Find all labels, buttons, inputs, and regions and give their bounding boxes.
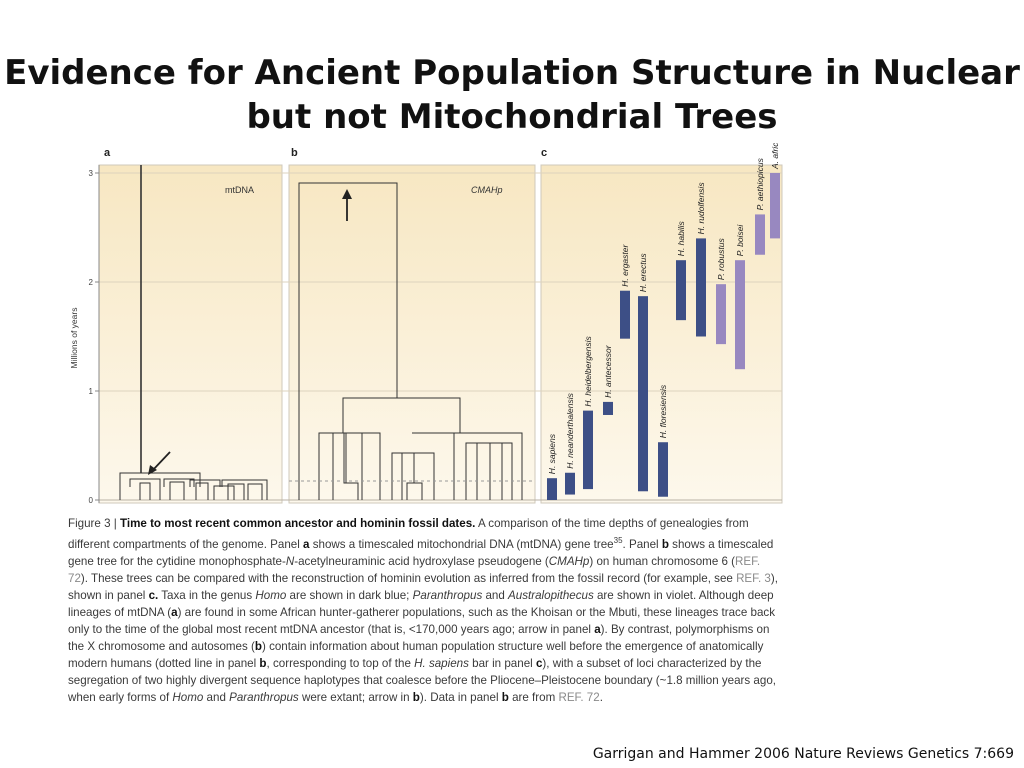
taxon-label: P. boisei xyxy=(735,224,745,257)
fossil-bars: H. sapiens H. neanderthalensis H. heidelbe… xyxy=(547,143,780,500)
y-axis-label: Millions of years xyxy=(69,308,79,369)
bar-p-boisei xyxy=(735,260,745,370)
panel-a-tree-label: mtDNA xyxy=(225,185,254,195)
taxon-label: H. neanderthalensis xyxy=(565,392,575,468)
taxon-label: H. habilis xyxy=(676,220,686,256)
bar-h-neanderthalensis xyxy=(565,472,575,495)
cmahp-tree xyxy=(298,182,523,500)
bar-p-robustus xyxy=(716,284,726,345)
panel-b-tree-label: CMAHp xyxy=(471,185,503,195)
bar-h-antecessor xyxy=(603,401,613,415)
taxon-label: H. sapiens xyxy=(547,433,557,474)
y-tick-3: 3 xyxy=(89,169,94,178)
panel-c-frame xyxy=(540,164,783,504)
bar-h-sapiens xyxy=(547,478,557,500)
figure-caption: Figure 3 | Time to most recent common an… xyxy=(68,515,780,706)
y-tick-labels: 3 2 1 0 xyxy=(89,169,94,505)
figure-3: a b c 3 2 1 0 Millions of years mtDNA CM… xyxy=(62,143,787,743)
taxon-label: H. antecessor xyxy=(603,344,613,398)
taxon-label: H. heidelbergensis xyxy=(583,335,593,406)
y-tick-0: 0 xyxy=(89,496,94,505)
slide-title-line-1: Evidence for Ancient Population Structur… xyxy=(4,52,1020,93)
bar-h-rudolfensis xyxy=(696,238,706,337)
caption-title: Time to most recent common ancestor and … xyxy=(120,517,476,530)
bar-h-habilis xyxy=(676,260,686,321)
y-tick-2: 2 xyxy=(89,278,94,287)
caption-paragraph: Figure 3 | Time to most recent common an… xyxy=(68,517,778,704)
panel-b-frame xyxy=(288,164,536,504)
taxon-label: H. erectus xyxy=(638,253,648,292)
y-tick-1: 1 xyxy=(89,387,94,396)
ref-72-link[interactable]: REF. 72 xyxy=(68,554,761,585)
gridlines xyxy=(99,172,782,392)
taxon-label: H. ergaster xyxy=(620,244,630,287)
slide-title-line-2: but not Mitochondrial Trees xyxy=(246,96,778,137)
panel-b-background xyxy=(289,165,535,503)
slide-title: Evidence for Ancient Population Structur… xyxy=(0,51,1024,139)
panel-b-label: b xyxy=(291,147,298,159)
bar-h-floresiensis xyxy=(658,442,668,497)
bar-h-heidelbergensis xyxy=(583,410,593,490)
mtdna-tree xyxy=(119,165,268,500)
bar-a-africanus xyxy=(770,173,780,239)
panel-a-background xyxy=(99,165,282,503)
citation: Garrigan and Hammer 2006 Nature Reviews … xyxy=(592,746,1014,762)
y-tick-marks xyxy=(95,172,99,501)
taxon-label: H. rudolfensis xyxy=(696,182,706,235)
taxon-label: H. floresiensis xyxy=(658,384,668,438)
taxon-label: P. aethiopicus xyxy=(755,157,765,210)
panel-a-label: a xyxy=(104,147,111,159)
figure-panels: a b c 3 2 1 0 Millions of years mtDNA CM… xyxy=(69,143,783,505)
panel-b-arrow-icon xyxy=(342,189,352,221)
ref-72-link-2[interactable]: REF. 72 xyxy=(558,690,600,704)
panel-a-arrow-icon xyxy=(148,451,171,475)
taxon-label: A. africanus xyxy=(770,143,780,170)
bar-h-ergaster xyxy=(620,290,630,339)
panel-c-label: c xyxy=(541,147,547,159)
taxon-label: P. robustus xyxy=(716,238,726,281)
ref-3-link[interactable]: REF. 3 xyxy=(736,571,771,585)
bar-h-erectus xyxy=(638,296,648,492)
bar-p-aethiopicus xyxy=(755,214,765,255)
